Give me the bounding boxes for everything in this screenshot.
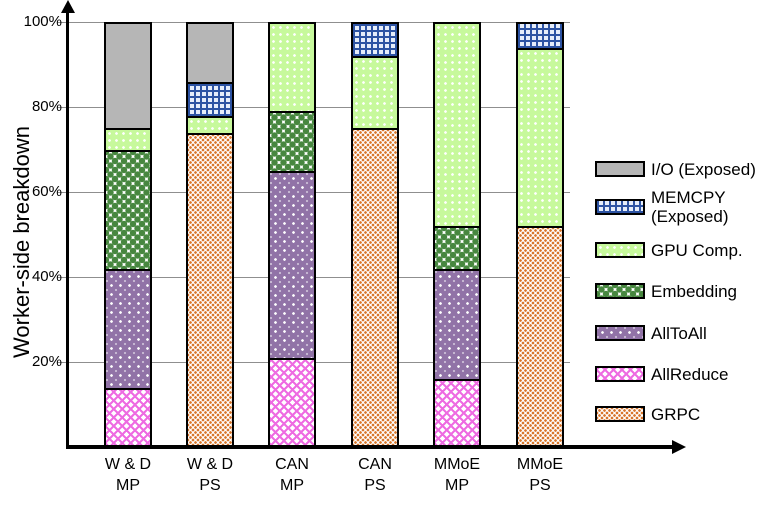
legend-label-grpc: GRPC: [651, 404, 701, 424]
legend-label-io: I/O (Exposed): [651, 159, 756, 179]
bar-segment-wd-ps-memcpy: [186, 82, 234, 118]
bar-segment-can-mp-alltoall: [268, 171, 316, 360]
legend-item-embedding: Embedding: [595, 282, 737, 301]
bar-segment-mmoe-ps-grpc: [516, 226, 564, 447]
bar-segment-can-ps-grpc: [351, 128, 399, 447]
legend-swatch-allreduce: [595, 366, 645, 382]
x-tick-label-wd-ps: W & D PS: [186, 456, 234, 494]
legend-label-allreduce: AllReduce: [651, 364, 729, 384]
x-axis-arrow-icon: [672, 440, 686, 454]
bar-segment-wd-ps-grpc: [186, 133, 234, 447]
bar-segment-can-ps-memcpy: [351, 22, 399, 58]
bar-segment-wd-ps-gpu-comp: [186, 116, 234, 135]
legend-item-gpu-comp: GPU Comp.: [595, 241, 743, 260]
bar-segment-wd-mp-alltoall: [104, 269, 152, 390]
x-tick-label-mmoe-mp: MMoE MP: [433, 456, 481, 494]
legend-item-alltoall: AllToAll: [595, 324, 707, 343]
bar-segment-mmoe-mp-allreduce: [433, 379, 481, 447]
legend-label-alltoall: AllToAll: [651, 323, 707, 343]
y-tick-label-40: 40%: [31, 268, 62, 285]
y-axis-title: Worker-side breakdown: [9, 126, 34, 358]
legend-swatch-alltoall: [595, 325, 645, 341]
legend-swatch-io: [595, 161, 645, 177]
legend-item-io: I/O (Exposed): [595, 160, 756, 179]
y-tick-label-100: 100%: [23, 13, 62, 30]
legend-label-gpu-comp: GPU Comp.: [651, 240, 743, 260]
x-axis-line: [66, 445, 674, 449]
bar-segment-mmoe-mp-gpu-comp: [433, 22, 481, 228]
bar-segment-mmoe-mp-embedding: [433, 226, 481, 271]
x-tick-label-mmoe-ps: MMoE PS: [516, 456, 564, 494]
legend-label-memcpy: MEMCPY (Exposed): [651, 188, 729, 226]
legend-swatch-embedding: [595, 283, 645, 299]
bar-segment-mmoe-ps-gpu-comp: [516, 48, 564, 228]
bar-segment-mmoe-ps-memcpy: [516, 22, 564, 50]
bar-segment-mmoe-mp-alltoall: [433, 269, 481, 381]
y-axis-arrow-icon: [61, 0, 75, 13]
x-tick-label-wd-mp: W & D MP: [104, 456, 152, 494]
bar-segment-wd-mp-embedding: [104, 150, 152, 271]
y-tick-label-80: 80%: [31, 98, 62, 115]
bar-segment-wd-ps-io: [186, 22, 234, 84]
legend-item-grpc: GRPC: [595, 405, 700, 424]
x-tick-label-can-mp: CAN MP: [275, 456, 309, 494]
bar-segment-can-mp-embedding: [268, 111, 316, 173]
legend-swatch-grpc: [595, 406, 645, 422]
x-tick-label-can-ps: CAN PS: [358, 456, 392, 494]
bar-segment-can-ps-gpu-comp: [351, 56, 399, 130]
bar-segment-can-mp-allreduce: [268, 358, 316, 447]
legend-label-embedding: Embedding: [651, 281, 738, 301]
legend-swatch-gpu-comp: [595, 242, 645, 258]
bar-segment-wd-mp-gpu-comp: [104, 128, 152, 152]
legend-swatch-memcpy: [595, 199, 645, 215]
bar-segment-wd-mp-io: [104, 22, 152, 130]
bar-segment-wd-mp-allreduce: [104, 388, 152, 447]
legend-item-allreduce: AllReduce: [595, 365, 729, 384]
y-axis-line: [66, 10, 69, 449]
y-tick-label-20: 20%: [31, 353, 62, 370]
y-tick-label-60: 60%: [31, 183, 62, 200]
bar-segment-can-mp-gpu-comp: [268, 22, 316, 113]
legend-item-memcpy: MEMCPY (Exposed): [595, 188, 728, 226]
